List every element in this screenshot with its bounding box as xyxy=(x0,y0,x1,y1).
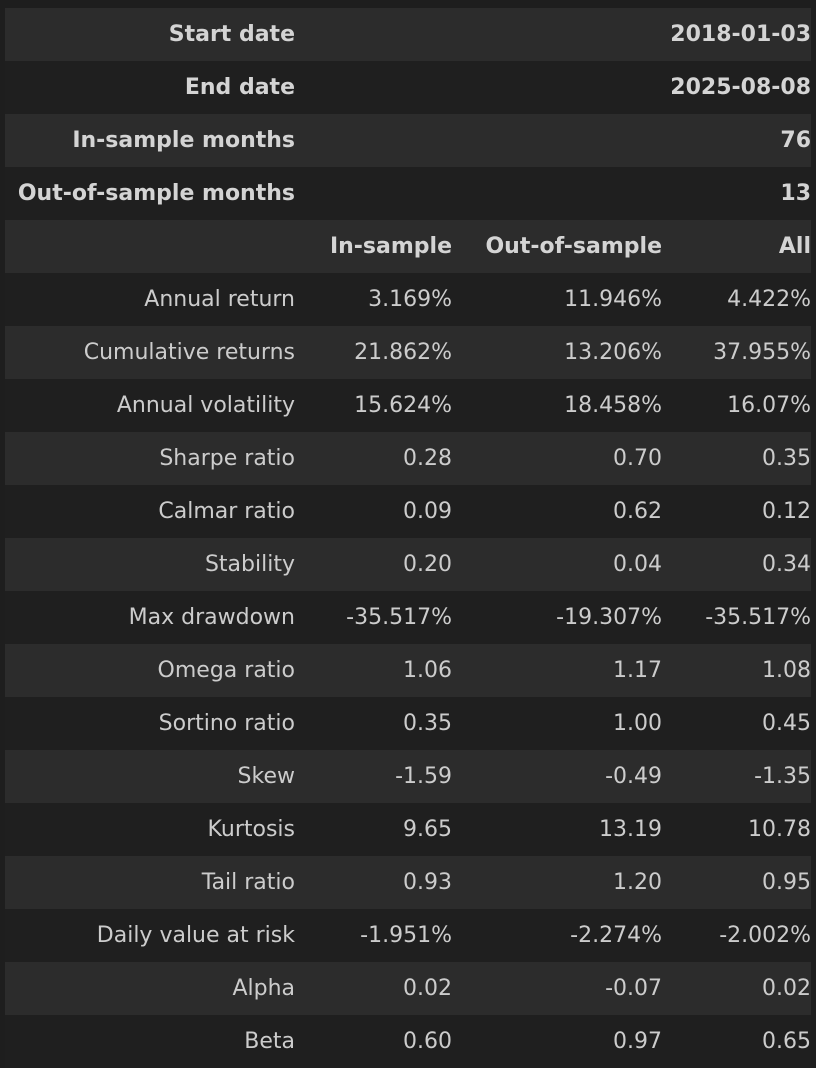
metric-value: 10.78 xyxy=(748,817,812,842)
metric-value: -1.951% xyxy=(360,923,452,948)
metric-label: Sortino ratio xyxy=(158,711,295,736)
metric-value: 9.65 xyxy=(403,817,452,842)
column-header: All xyxy=(778,234,812,259)
meta-value: 2025-08-08 xyxy=(670,75,812,100)
metric-value: 0.65 xyxy=(762,1029,812,1054)
table-row: Sortino ratio 0.35 1.00 0.45 xyxy=(5,697,812,750)
metric-value: -0.07 xyxy=(605,976,662,1001)
metric-label: Skew xyxy=(237,764,295,789)
column-header: Out-of-sample xyxy=(485,234,662,259)
table-row: Alpha 0.02 -0.07 0.02 xyxy=(5,962,812,1015)
table-row: Max drawdown -35.517% -19.307% -35.517% xyxy=(5,591,812,644)
performance-stats-table: Start date 2018-01-03 End date 2025-08-0… xyxy=(5,8,812,1068)
column-header: In-sample xyxy=(329,234,452,259)
metric-label: Calmar ratio xyxy=(158,499,295,524)
metric-value: -2.002% xyxy=(719,923,812,948)
meta-row-in-sample-months: In-sample months 76 xyxy=(5,114,812,167)
metric-label: Annual return xyxy=(144,287,295,312)
meta-label: Out-of-sample months xyxy=(17,181,295,206)
table-row: Annual return 3.169% 11.946% 4.422% xyxy=(5,273,812,326)
metric-value: 0.09 xyxy=(403,499,452,524)
metric-value: 0.45 xyxy=(762,711,812,736)
metric-value: 0.70 xyxy=(613,446,662,471)
metric-value: 1.17 xyxy=(613,658,662,683)
metric-value: 1.08 xyxy=(762,658,812,683)
metric-value: -0.49 xyxy=(605,764,662,789)
metric-label: Cumulative returns xyxy=(83,340,295,365)
meta-value: 13 xyxy=(780,181,812,206)
metric-label: Alpha xyxy=(232,976,295,1001)
metric-value: 13.206% xyxy=(564,340,662,365)
metric-value: 37.955% xyxy=(713,340,812,365)
meta-label: In-sample months xyxy=(72,128,295,153)
metric-label: Max drawdown xyxy=(128,605,295,630)
meta-label: End date xyxy=(184,75,295,100)
table-row: Sharpe ratio 0.28 0.70 0.35 xyxy=(5,432,812,485)
metric-label: Beta xyxy=(244,1029,295,1054)
metric-value: 0.35 xyxy=(403,711,452,736)
metric-value: 0.60 xyxy=(403,1029,452,1054)
metric-value: 0.02 xyxy=(403,976,452,1001)
metric-value: 0.04 xyxy=(613,552,662,577)
metric-value: -35.517% xyxy=(705,605,812,630)
metric-value: 1.06 xyxy=(403,658,452,683)
metric-value: -35.517% xyxy=(346,605,452,630)
metric-value: 0.34 xyxy=(762,552,812,577)
metric-value: 3.169% xyxy=(368,287,452,312)
metric-value: 0.28 xyxy=(403,446,452,471)
table-row: Tail ratio 0.93 1.20 0.95 xyxy=(5,856,812,909)
meta-value: 2018-01-03 xyxy=(670,22,812,47)
metric-label: Stability xyxy=(204,552,295,577)
meta-value: 76 xyxy=(780,128,812,153)
metric-value: 4.422% xyxy=(727,287,812,312)
metric-value: 1.20 xyxy=(613,870,662,895)
column-header-empty xyxy=(5,220,295,273)
metric-value: 0.95 xyxy=(762,870,812,895)
column-header-row: In-sample Out-of-sample All xyxy=(5,220,812,273)
metric-value: 13.19 xyxy=(599,817,662,842)
metric-value: 15.624% xyxy=(354,393,452,418)
metric-label: Annual volatility xyxy=(116,393,295,418)
metric-label: Daily value at risk xyxy=(96,923,295,948)
meta-label: Start date xyxy=(168,22,295,47)
metric-value: 1.00 xyxy=(613,711,662,736)
table-row: Annual volatility 15.624% 18.458% 16.07% xyxy=(5,379,812,432)
metric-label: Tail ratio xyxy=(201,870,295,895)
metric-value: 0.93 xyxy=(403,870,452,895)
metric-value: -1.59 xyxy=(395,764,452,789)
performance-stats-body: Start date 2018-01-03 End date 2025-08-0… xyxy=(5,8,812,1068)
meta-row-start-date: Start date 2018-01-03 xyxy=(5,8,812,61)
metric-value: -1.35 xyxy=(754,764,812,789)
meta-row-end-date: End date 2025-08-08 xyxy=(5,61,812,114)
metric-value: 21.862% xyxy=(354,340,452,365)
metric-value: 0.02 xyxy=(762,976,812,1001)
table-row: Beta 0.60 0.97 0.65 xyxy=(5,1015,812,1068)
table-row: Omega ratio 1.06 1.17 1.08 xyxy=(5,644,812,697)
metric-value: 16.07% xyxy=(727,393,812,418)
meta-row-out-of-sample-months: Out-of-sample months 13 xyxy=(5,167,812,220)
metric-value: 0.12 xyxy=(762,499,812,524)
metric-value: 11.946% xyxy=(564,287,662,312)
metric-value: 0.20 xyxy=(403,552,452,577)
metric-label: Sharpe ratio xyxy=(159,446,295,471)
metric-value: 0.62 xyxy=(613,499,662,524)
metric-value: 18.458% xyxy=(564,393,662,418)
table-row: Cumulative returns 21.862% 13.206% 37.955% xyxy=(5,326,812,379)
metric-value: -2.274% xyxy=(570,923,662,948)
metric-label: Omega ratio xyxy=(157,658,295,683)
table-row: Skew -1.59 -0.49 -1.35 xyxy=(5,750,812,803)
table-row: Calmar ratio 0.09 0.62 0.12 xyxy=(5,485,812,538)
metric-value: 0.35 xyxy=(762,446,812,471)
metric-value: 0.97 xyxy=(613,1029,662,1054)
table-row: Stability 0.20 0.04 0.34 xyxy=(5,538,812,591)
table-row: Kurtosis 9.65 13.19 10.78 xyxy=(5,803,812,856)
metric-value: -19.307% xyxy=(556,605,662,630)
table-row: Daily value at risk -1.951% -2.274% -2.002% xyxy=(5,909,812,962)
metric-label: Kurtosis xyxy=(207,817,295,842)
